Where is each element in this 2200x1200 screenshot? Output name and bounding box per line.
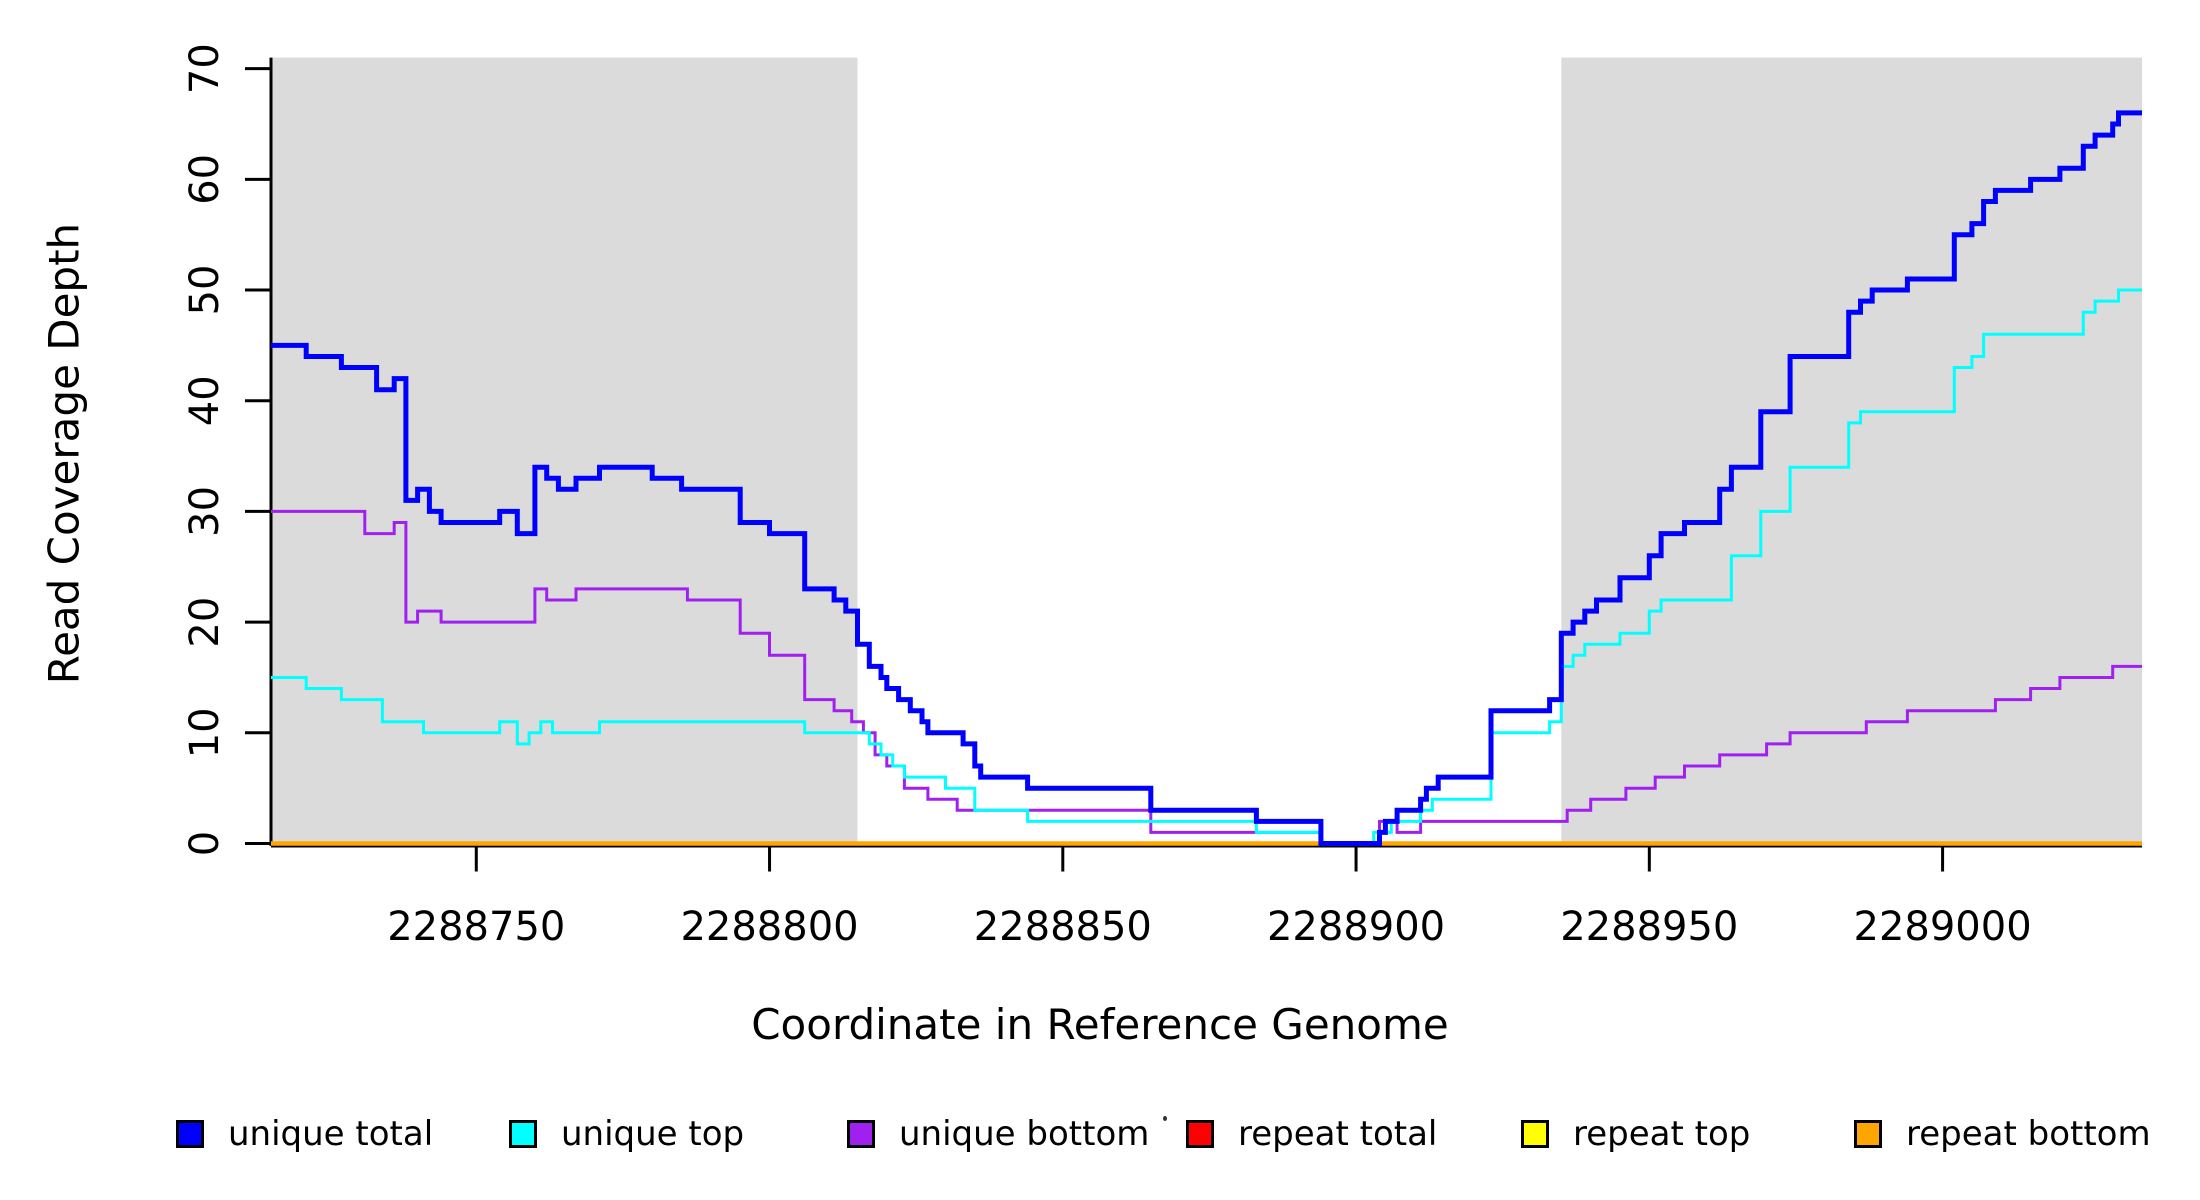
x-tick-label: 2288750 (387, 904, 565, 950)
shaded-region-1 (1561, 57, 2142, 846)
legend-item-unique-bottom: unique bottom (847, 1104, 1149, 1164)
legend-item-repeat-bottom: repeat bottom (1854, 1104, 2151, 1164)
legend-swatch-icon (1186, 1120, 1214, 1148)
legend-item-unique-total: unique total (176, 1104, 433, 1164)
y-tick-label: 20 (182, 597, 228, 648)
y-tick-label: 60 (182, 154, 228, 205)
y-tick-label: 70 (182, 43, 228, 94)
y-tick-label: 10 (182, 707, 228, 758)
series-unique-top (271, 288, 2142, 845)
x-tick-label: 2288850 (974, 904, 1152, 950)
legend-label: unique bottom (899, 1114, 1150, 1154)
series-unique-bottom (271, 509, 2142, 845)
x-tick-label: 2288950 (1560, 904, 1738, 950)
x-tick-label: 2288900 (1267, 904, 1445, 950)
y-axis-title: Read Coverage Depth (39, 222, 89, 685)
legend-item-unique-top: unique top (509, 1104, 744, 1164)
legend-label: unique top (561, 1114, 745, 1154)
stray-dot-mark (1163, 1116, 1167, 1121)
y-tick-label: 30 (182, 486, 228, 537)
y-tick-label: 0 (182, 831, 228, 856)
legend-swatch-icon (509, 1120, 537, 1148)
legend-swatch-icon (1521, 1120, 1549, 1148)
legend: unique total unique top unique bottom repea… (0, 1104, 2200, 1164)
legend-label: repeat bottom (1906, 1114, 2151, 1154)
legend-swatch-icon (176, 1120, 204, 1148)
legend-swatch-icon (847, 1120, 875, 1148)
y-tick-label: 40 (182, 375, 228, 426)
x-tick-label: 2288800 (680, 904, 858, 950)
legend-swatch-icon (1854, 1120, 1882, 1148)
series-unique-total (271, 110, 2142, 846)
x-tick-label: 2289000 (1854, 904, 2032, 950)
y-tick-label: 50 (182, 265, 228, 316)
x-axis-title: Coordinate in Reference Genome (751, 1000, 1449, 1049)
shaded-region-0 (271, 57, 858, 846)
legend-label: repeat top (1573, 1114, 1751, 1154)
legend-item-repeat-total: repeat total (1186, 1104, 1437, 1164)
legend-item-repeat-top: repeat top (1521, 1104, 1750, 1164)
legend-label: repeat total (1238, 1114, 1438, 1154)
legend-label: unique total (228, 1114, 434, 1154)
